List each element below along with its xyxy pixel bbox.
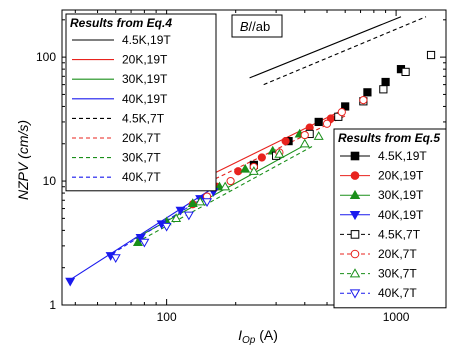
legend-eq5-label: 30K,19T xyxy=(378,188,424,202)
legend-eq4: Results from Eq.4 4.5K,19T 20K,19T 30K,19T 4… xyxy=(65,13,217,192)
eq5-point xyxy=(195,196,206,206)
eq5-point xyxy=(281,137,290,146)
eq5-point xyxy=(401,67,410,76)
eq5-point xyxy=(300,130,309,140)
legend-eq5-marker xyxy=(349,289,361,299)
legend-eq5-title: Results from Eq.5 xyxy=(338,131,440,145)
legend-eq5-marker xyxy=(350,171,360,180)
legend-eq5-marker xyxy=(349,268,361,278)
legend-eq4-label: 40K,19T xyxy=(122,92,168,106)
x-axis-title-unit: (A) xyxy=(255,327,278,343)
eq5-point xyxy=(379,85,388,94)
y-tick-label: 100 xyxy=(36,50,56,64)
eq5-point xyxy=(299,138,310,148)
legend-eq5-label: 4.5K,7T xyxy=(378,227,421,241)
eq5-point xyxy=(248,166,259,175)
eq5-point xyxy=(337,108,346,117)
x-axis-title-main: I xyxy=(238,327,242,343)
field-annotation: B//ab xyxy=(240,19,270,34)
eq5-point xyxy=(171,213,182,222)
y-tick-label: 1 xyxy=(49,298,56,312)
eq5-point xyxy=(220,181,231,191)
eq5-point xyxy=(359,96,368,105)
legend-eq5-label: 20K,19T xyxy=(378,169,424,183)
eq5-point xyxy=(110,254,121,264)
eq5-point xyxy=(234,167,243,176)
legend-eq5-marker xyxy=(349,211,361,221)
eq5-point xyxy=(240,163,251,173)
legend-eq5-label: 30K,7T xyxy=(378,267,417,281)
legend-eq4-box xyxy=(65,13,217,192)
eq5-point xyxy=(161,222,172,232)
eq5-point xyxy=(381,77,390,87)
legend-eq5-label: 4.5K,19T xyxy=(378,149,427,163)
legend-eq5-marker xyxy=(350,230,360,239)
eq5-point xyxy=(175,206,186,216)
y-axis-title: NZPV (cm/s) xyxy=(15,120,31,200)
eq5-point xyxy=(139,238,150,248)
eq5-point xyxy=(426,50,436,60)
eq5-point xyxy=(313,131,324,140)
legend-eq5-label: 20K,7T xyxy=(378,247,417,261)
eq5-point xyxy=(132,237,143,246)
eq4-line xyxy=(192,111,339,185)
eq4-line xyxy=(136,146,313,243)
legend-eq5-label: 40K,19T xyxy=(378,208,424,222)
eq5-point xyxy=(274,148,285,158)
x-axis-title-sub: Op xyxy=(242,335,256,346)
legend-eq4-label: 4.5K,19T xyxy=(122,33,171,47)
x-tick-label: 100 xyxy=(157,310,177,324)
x-tick-label: 1000 xyxy=(383,310,410,324)
legend-eq4-label: 20K,7T xyxy=(122,131,161,145)
eq5-point xyxy=(135,233,146,243)
legend-eq5-marker xyxy=(350,249,360,259)
eq5-point xyxy=(65,277,76,287)
legend-eq4-label: 20K,19T xyxy=(122,53,168,67)
legend-eq4-label: 30K,7T xyxy=(122,151,161,165)
legend-eq4-label: 30K,19T xyxy=(122,72,168,86)
eq5-point xyxy=(187,198,198,208)
eq4-line xyxy=(249,16,402,79)
legend-eq5-marker xyxy=(350,151,360,161)
x-axis-title: IOp (A) xyxy=(238,327,278,346)
legend-eq5: Results from Eq.5 4.5K,19T 20K,19T 30K,19T 4… xyxy=(333,128,447,309)
eq5-point xyxy=(314,117,323,127)
field-annotation-rest: //ab xyxy=(248,19,270,34)
legend-eq4-label: 4.5K,7T xyxy=(122,111,165,125)
field-annotation-symbol: B xyxy=(240,19,249,34)
eq5-point xyxy=(257,153,266,162)
eq5-point xyxy=(202,198,213,207)
eq5-points xyxy=(65,50,436,287)
eq5-point xyxy=(363,88,372,97)
legend-eq4-title: Results from Eq.4 xyxy=(70,16,172,30)
eq4-line xyxy=(263,16,427,86)
legend-eq5-marker xyxy=(349,189,361,199)
eq5-point xyxy=(226,176,235,186)
legend-eq4-label: 40K,7T xyxy=(122,170,161,184)
eq5-point xyxy=(322,119,332,128)
eq5-point xyxy=(183,211,194,221)
legend-eq5-label: 40K,7T xyxy=(378,286,417,300)
annotation-box xyxy=(231,14,283,38)
y-tick-label: 10 xyxy=(43,174,57,188)
